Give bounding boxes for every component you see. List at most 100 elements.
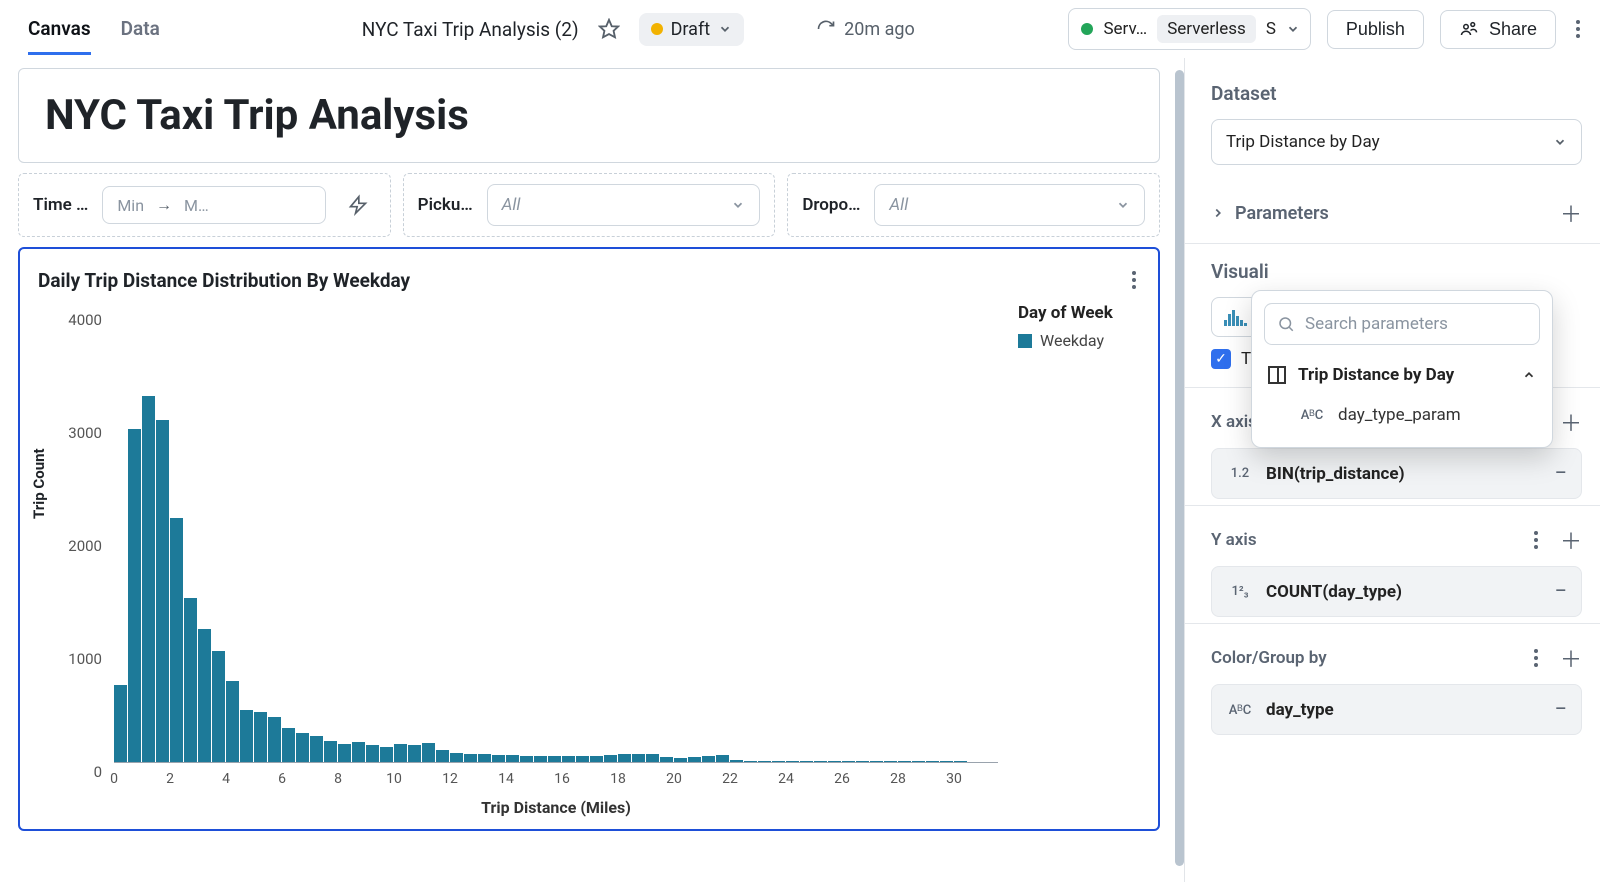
color-add-icon[interactable]: ＋ — [1560, 642, 1582, 674]
bar — [282, 728, 295, 762]
y-axis-label: Y axis — [1211, 530, 1257, 550]
parameter-search-input[interactable]: Search parameters — [1264, 303, 1540, 345]
remove-field-icon[interactable]: − — [1554, 579, 1567, 604]
legend-item: Weekday — [1018, 331, 1113, 350]
bar — [450, 753, 463, 762]
filter-pickup-label: Picku… — [418, 195, 473, 215]
environment-selector[interactable]: Serv… Serverless S — [1068, 8, 1310, 50]
parameters-row[interactable]: Parameters ＋ — [1211, 185, 1582, 241]
x-axis-field[interactable]: 1.2BIN(trip_distance) − — [1211, 448, 1582, 499]
bar — [394, 744, 407, 762]
chevron-up-icon — [1522, 368, 1536, 382]
chevron-right-icon — [1211, 206, 1225, 220]
chart-menu-icon[interactable] — [1128, 267, 1140, 293]
scrollbar[interactable] — [1175, 70, 1184, 866]
bar — [912, 761, 925, 762]
bar — [716, 755, 729, 762]
time-range-input[interactable]: Min → M… — [102, 186, 325, 224]
y-axis-field[interactable]: 1²₃COUNT(day_type) − — [1211, 566, 1582, 617]
page-title: NYC Taxi Trip Analysis — [18, 68, 1160, 163]
view-tabs: Canvas Data — [28, 3, 160, 55]
checkbox-checked-icon[interactable]: ✓ — [1211, 349, 1231, 369]
bar — [142, 396, 155, 762]
parameters-label: Parameters — [1235, 203, 1329, 224]
dropoff-select[interactable]: All — [874, 184, 1145, 226]
color-field[interactable]: AᴮCday_type − — [1211, 684, 1582, 735]
bar — [604, 755, 617, 762]
y-axis-field-label: COUNT(day_type) — [1266, 582, 1402, 602]
time-min: Min — [117, 196, 144, 215]
star-icon[interactable] — [595, 15, 623, 43]
bar — [590, 756, 603, 762]
chevron-down-icon — [1553, 135, 1567, 149]
filter-time: Time … Min → M… — [18, 173, 391, 237]
document-title[interactable]: NYC Taxi Trip Analysis (2) — [362, 18, 579, 41]
parameter-item[interactable]: AᴮC day_type_param — [1264, 393, 1540, 435]
tab-data[interactable]: Data — [121, 3, 160, 55]
chart-legend: Day of Week Weekday — [998, 299, 1113, 819]
arrow-right-icon: → — [156, 195, 172, 215]
visualization-heading: Visuali — [1211, 260, 1582, 283]
chevron-down-icon — [1116, 198, 1130, 212]
add-parameter-icon[interactable]: ＋ — [1560, 197, 1582, 229]
x-axis-add-icon[interactable]: ＋ — [1560, 406, 1582, 438]
bar — [254, 712, 267, 762]
bar — [520, 756, 533, 762]
bar — [548, 756, 561, 762]
parameters-popover: Search parameters Trip Distance by Day A… — [1251, 290, 1553, 448]
y-axis-menu-icon[interactable] — [1530, 527, 1542, 553]
bar — [688, 757, 701, 762]
legend-item-label: Weekday — [1040, 331, 1104, 350]
bar — [184, 598, 197, 762]
bar — [842, 761, 855, 762]
status-label: Draft — [671, 19, 711, 40]
bar — [478, 754, 491, 762]
remove-field-icon[interactable]: − — [1554, 461, 1567, 486]
more-menu-icon[interactable] — [1572, 16, 1584, 42]
bar — [870, 761, 883, 762]
bar — [408, 745, 421, 763]
bolt-icon[interactable] — [340, 187, 376, 223]
bar — [534, 756, 547, 762]
y-axis-add-icon[interactable]: ＋ — [1560, 524, 1582, 556]
bar — [926, 761, 939, 762]
dataset-select[interactable]: Trip Distance by Day — [1211, 119, 1582, 165]
type-string-icon: AᴮC — [1226, 702, 1254, 718]
status-draft[interactable]: Draft — [639, 13, 745, 46]
bar — [800, 761, 813, 762]
chart-plot: Trip Count 01000200030004000 02468101214… — [38, 299, 998, 819]
sidebar: Dataset Trip Distance by Day Parameters … — [1184, 58, 1600, 882]
chevron-down-icon — [1286, 22, 1300, 36]
chart-panel[interactable]: Daily Trip Distance Distribution By Week… — [18, 247, 1160, 831]
filter-pickup: Picku… All — [403, 173, 776, 237]
tab-canvas[interactable]: Canvas — [28, 3, 91, 55]
bar — [366, 745, 379, 762]
share-button[interactable]: Share — [1440, 10, 1556, 49]
type-number-icon: 1.2 — [1226, 466, 1254, 481]
bar — [128, 429, 141, 762]
bar — [352, 742, 365, 762]
topbar: Canvas Data NYC Taxi Trip Analysis (2) D… — [0, 0, 1600, 58]
x-axis-label: Trip Distance (Miles) — [114, 798, 998, 817]
canvas-area: NYC Taxi Trip Analysis Time … Min → M… P… — [0, 58, 1184, 882]
parameter-group[interactable]: Trip Distance by Day — [1264, 357, 1540, 393]
filter-time-label: Time … — [33, 195, 88, 215]
bar — [422, 743, 435, 762]
color-menu-icon[interactable] — [1530, 645, 1542, 671]
type-string-icon: AᴮC — [1298, 407, 1326, 423]
pickup-select[interactable]: All — [487, 184, 761, 226]
bar — [702, 756, 715, 762]
bar — [954, 761, 967, 762]
refresh-icon — [816, 19, 836, 39]
remove-field-icon[interactable]: − — [1554, 697, 1567, 722]
pickup-value: All — [502, 195, 521, 215]
bar — [632, 754, 645, 762]
bar — [786, 761, 799, 762]
bar — [464, 754, 477, 762]
parameter-item-label: day_type_param — [1338, 405, 1461, 425]
publish-button[interactable]: Publish — [1327, 10, 1424, 49]
refresh-status[interactable]: 20m ago — [816, 19, 915, 40]
bar — [884, 761, 897, 762]
bar — [506, 755, 519, 762]
histogram-icon — [1222, 306, 1252, 328]
